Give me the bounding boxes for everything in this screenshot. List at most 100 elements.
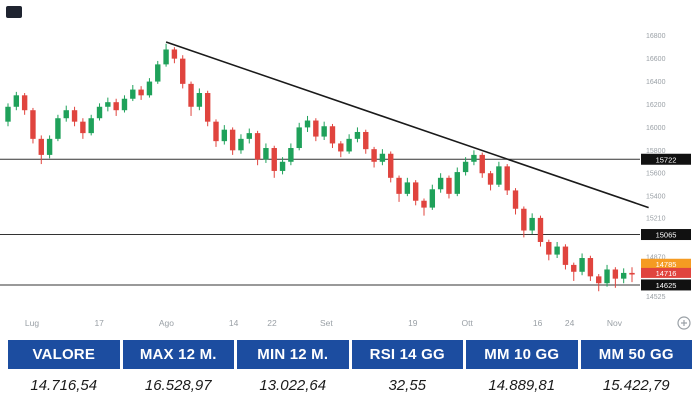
table-header-cell: VALORE — [8, 340, 120, 369]
candle-body — [521, 208, 527, 231]
level-price-tag — [641, 153, 691, 165]
candle-body — [180, 58, 186, 84]
candle-body — [421, 200, 427, 208]
y-axis-tick-label: 16400 — [646, 79, 666, 86]
chart-background — [0, 0, 700, 336]
candle-body — [479, 154, 485, 174]
axis-zoom-icon[interactable] — [677, 316, 691, 330]
candle-body — [338, 143, 344, 152]
x-axis-tick-label: 24 — [565, 318, 575, 328]
y-axis-tick-label: 15210 — [646, 215, 666, 222]
candle-body — [354, 131, 361, 139]
candle-body — [96, 106, 103, 119]
candle-body — [412, 182, 419, 201]
candle-body — [213, 121, 219, 142]
x-axis-tick-label: 19 — [408, 318, 418, 328]
y-axis-tick-label: 15400 — [646, 194, 666, 201]
price-tag — [641, 267, 691, 278]
x-axis-tick-label: Ott — [462, 318, 474, 328]
y-axis-tick-label: 14525 — [646, 294, 666, 301]
candle-body — [612, 269, 619, 279]
candle-body — [263, 148, 269, 160]
level-price-tag — [641, 229, 691, 241]
y-axis-tick-label: 14870 — [646, 254, 666, 261]
candle-body — [55, 118, 61, 139]
candle-body — [379, 153, 386, 162]
trendline[interactable] — [165, 41, 649, 209]
x-axis-tick-label: 17 — [94, 318, 104, 328]
candle-body — [155, 64, 161, 82]
candle-body — [13, 95, 20, 107]
candle-body — [5, 106, 11, 122]
table-value-cell: 13.022,64 — [237, 369, 349, 400]
candle-body — [629, 272, 635, 275]
table-value-cell: 14.716,54 — [8, 369, 120, 400]
candle-body — [396, 177, 402, 194]
candle-body — [296, 127, 302, 149]
table-value-cell: 15.422,79 — [580, 369, 692, 400]
x-axis-tick-label: 14 — [229, 318, 239, 328]
candle-body — [596, 276, 602, 284]
candle-body — [562, 246, 569, 265]
summary-table-value-row: 14.716,54 16.528,97 13.022,64 32,55 14.889,8… — [8, 369, 692, 400]
table-value-cell: 14.889,81 — [466, 369, 578, 400]
candle-body — [496, 166, 502, 185]
candle-body — [113, 102, 119, 111]
table-header-cell: MIN 12 M. — [237, 340, 349, 369]
candle-body — [63, 110, 69, 119]
level-price-tag-label: 15065 — [656, 231, 677, 240]
candle-body — [238, 138, 244, 151]
chart-logo-badge — [6, 6, 22, 18]
candle-body — [437, 177, 444, 190]
candle-body — [454, 172, 460, 194]
candle-body — [188, 83, 194, 107]
y-axis-tick-label: 16800 — [646, 33, 666, 40]
candle-body — [30, 110, 36, 139]
candle-body — [404, 182, 411, 194]
y-axis-tick-label: 16000 — [646, 125, 666, 132]
candle-body — [529, 217, 535, 231]
summary-table-header-row: VALORE MAX 12 M. MIN 12 M. RSI 14 GG MM 10 G… — [8, 340, 692, 369]
candle-body — [38, 138, 44, 155]
candle-body — [229, 129, 236, 151]
candle-body — [388, 153, 394, 178]
table-header-cell: MM 50 GG — [580, 340, 692, 369]
candle-body — [587, 258, 594, 277]
x-axis-tick-label: Set — [320, 318, 333, 328]
x-axis-tick-label: Ago — [159, 318, 174, 328]
candle-body — [321, 126, 327, 137]
candle-body — [138, 89, 144, 96]
summary-table: VALORE MAX 12 M. MIN 12 M. RSI 14 GG MM 10 G… — [8, 340, 692, 400]
candle-body — [429, 189, 436, 208]
candle-body — [346, 138, 352, 152]
table-header-cell: MM 10 GG — [466, 340, 578, 369]
candle-body — [363, 131, 369, 150]
candle-body — [21, 95, 28, 111]
candle-body — [130, 89, 136, 99]
candle-body — [579, 258, 585, 272]
candle-body — [446, 177, 452, 194]
candle-body — [46, 138, 53, 155]
table-header-cell: MAX 12 M. — [122, 340, 234, 369]
candlestick-chart[interactable]: 16800 16600 16400 16200 16000 15800 15600 15400… — [0, 0, 700, 336]
candle-body — [329, 126, 336, 144]
candle-body — [163, 49, 169, 65]
x-axis-tick-label: Lug — [25, 318, 39, 328]
level-price-tag-label: 14625 — [656, 281, 677, 290]
table-value-cell: 16.528,97 — [122, 369, 234, 400]
candle-body — [546, 241, 552, 255]
y-axis-tick-label: 16600 — [646, 56, 666, 63]
table-header-cell: RSI 14 GG — [351, 340, 463, 369]
chart-area: 16800 16600 16400 16200 16000 15800 15600 15400… — [0, 0, 700, 336]
candle-body — [462, 161, 469, 173]
candle-body — [554, 246, 560, 255]
y-axis-tick-label: 15600 — [646, 171, 666, 178]
level-price-tag-label: 15722 — [656, 155, 677, 164]
candle-body — [304, 120, 311, 128]
candle-body — [371, 149, 377, 162]
candle-body — [271, 148, 277, 171]
candle-body — [487, 173, 494, 185]
candle-body — [537, 217, 544, 242]
candle-body — [254, 133, 261, 160]
x-axis-tick-label: 22 — [267, 318, 277, 328]
